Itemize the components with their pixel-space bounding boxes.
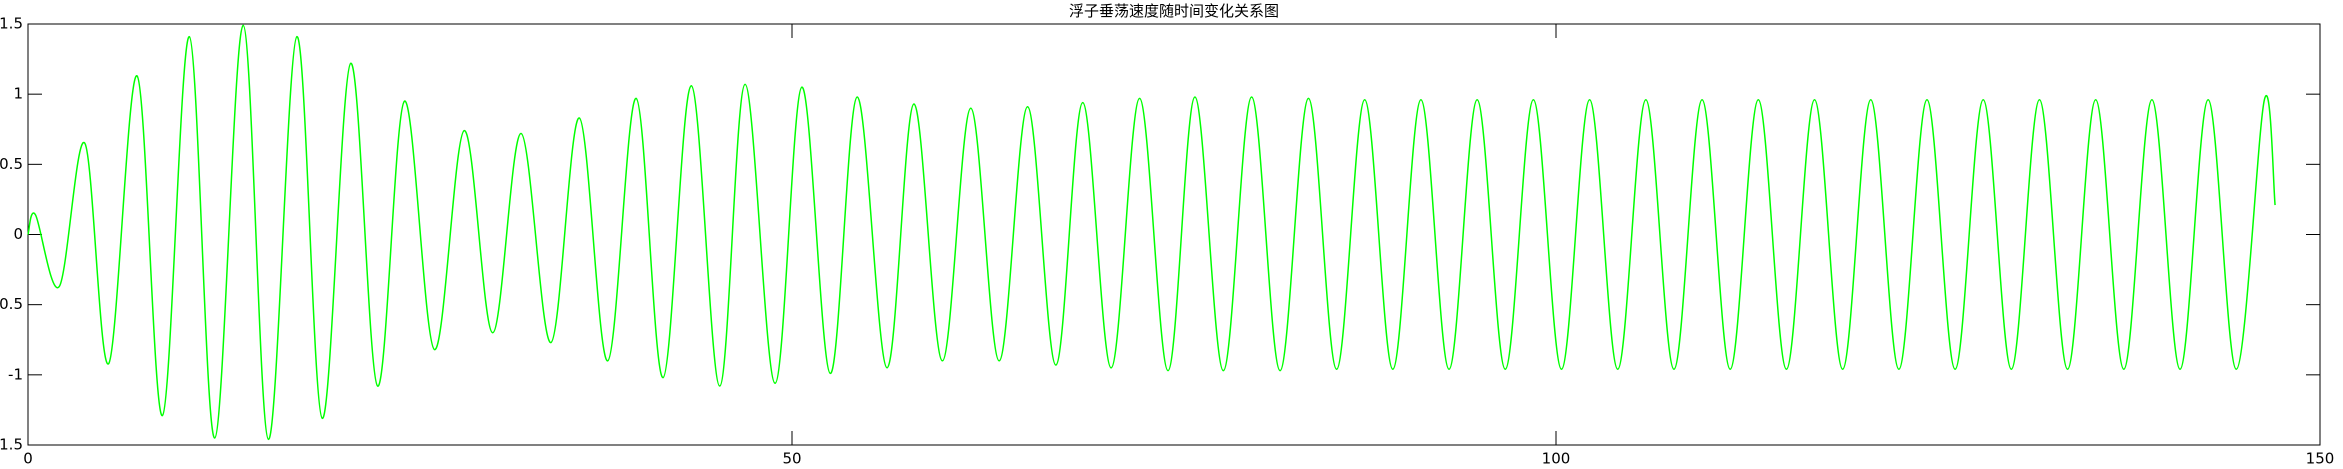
chart-title: 浮子垂荡速度随时间变化关系图 <box>1069 2 1279 20</box>
y-tick-label: -0.5 <box>0 295 23 313</box>
x-tick-label: 50 <box>782 450 801 468</box>
x-tick-label: 150 <box>2306 450 2335 468</box>
y-tick-label: 0 <box>13 225 23 243</box>
y-tick-label: 1 <box>13 85 23 103</box>
y-tick-label: -1.5 <box>0 436 23 454</box>
x-tick-label: 0 <box>23 450 33 468</box>
x-tick-label: 100 <box>1542 450 1571 468</box>
line <box>27 24 2276 441</box>
y-tick-label: 1.5 <box>0 15 23 33</box>
y-tick-label: -1 <box>8 365 23 383</box>
y-tick-label: 0.5 <box>0 155 23 173</box>
